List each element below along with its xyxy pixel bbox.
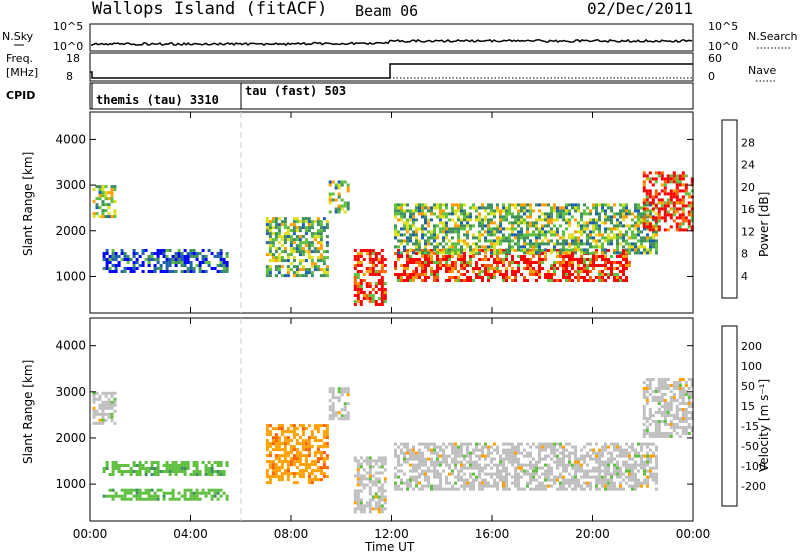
colorbar-frame — [721, 325, 738, 507]
power-frame — [89, 111, 694, 314]
velocity-y-axis-label: Slant Range [km] — [21, 360, 35, 464]
colorbar-tick-label: -15 — [741, 420, 759, 433]
x-tick-label: 12:00 — [374, 527, 409, 541]
nave-tick-bottom: 0 — [708, 70, 715, 83]
velocity-frame — [89, 317, 694, 522]
cpid-mode-2: tau (fast) 503 — [245, 84, 346, 98]
x-tick-label: 20:00 — [575, 527, 610, 541]
colorbar-tick-label: 4 — [741, 270, 748, 283]
noise-right-tick-top: 10^5 — [708, 20, 738, 33]
noise-right-tick-bottom: 10^0 — [708, 40, 738, 53]
x-tick-label: 16:00 — [475, 527, 510, 541]
freq-trace — [90, 63, 693, 79]
velocity-colorbar-label: Velocity [m s⁻¹] — [757, 379, 771, 472]
cpid-label: CPID — [6, 89, 35, 102]
velocity-colorbar: 200 100 50 15 -15 -50 -100 -200 — [721, 325, 766, 507]
x-tick-label: 00:00 — [73, 527, 108, 541]
freq-label: Freq. — [6, 52, 33, 65]
colorbar-tick-label: 100 — [741, 360, 762, 373]
colorbar-tick-label: 12 — [741, 225, 755, 238]
station-title: Wallops Island (fitACF) — [92, 0, 327, 19]
echo-region — [394, 442, 658, 491]
echo-region — [353, 249, 387, 306]
y-tick-label: 3000 — [55, 178, 86, 192]
time-axis-label: Time UT — [364, 540, 415, 554]
x-tick-label: 08:00 — [274, 527, 309, 541]
echo-region — [353, 456, 387, 514]
freq-tick-bottom: 8 — [66, 70, 73, 83]
nave-label: Nave — [748, 64, 776, 77]
colorbar-tick-label: -200 — [741, 480, 766, 493]
echo-region — [642, 378, 694, 438]
power-colorbar: 28 24 20 16 12 8 4 — [721, 119, 755, 299]
colorbar-tick-label: 50 — [741, 380, 755, 393]
echo-region — [102, 249, 229, 273]
echo-region — [102, 488, 229, 501]
power-echo-layer — [92, 171, 694, 306]
y-tick-label: 4000 — [55, 339, 86, 353]
y-tick-label: 2000 — [55, 224, 86, 238]
date-title: 02/Dec/2011 — [587, 0, 693, 18]
echo-region — [328, 387, 350, 421]
freq-tick-top: 18 — [66, 52, 80, 65]
colorbar-tick-label: 20 — [741, 181, 755, 194]
cpid-panel: CPID themis (tau) 3310 tau (fast) 503 — [6, 82, 694, 110]
colorbar-tick-label: 28 — [741, 136, 755, 149]
colorbar-tick-label: -50 — [741, 440, 759, 453]
y-tick-label: 1000 — [55, 269, 86, 283]
noise-trace — [91, 38, 693, 47]
frequency-panel: Freq. [MHz] 18 8 60 0 Nave — [6, 52, 776, 83]
noise-sky-label: N.Sky — [2, 30, 34, 43]
y-tick-label: 4000 — [55, 132, 86, 146]
echo-region — [394, 203, 658, 255]
echo-region — [328, 180, 350, 214]
freq-unit-label: [MHz] — [6, 66, 38, 79]
velocity-echo-layer — [92, 378, 694, 514]
power-colorbar-label: Power [dB] — [757, 192, 771, 257]
power-y-axis-label: Slant Range [km] — [21, 152, 35, 256]
noise-left-tick-bottom: 10^0 — [53, 40, 83, 53]
x-tick-label: 04:00 — [173, 527, 208, 541]
colorbar-tick-label: 24 — [741, 159, 755, 172]
power-y-axis: 1000 2000 3000 4000 — [55, 132, 693, 283]
colorbar-tick-label: 8 — [741, 248, 748, 261]
nave-tick-top: 60 — [708, 52, 722, 65]
echo-region — [265, 424, 329, 485]
colorbar-frame — [721, 119, 738, 299]
noise-left-tick-top: 10^5 — [53, 20, 83, 33]
echo-region — [92, 185, 117, 219]
velocity-y-axis: 1000 2000 3000 4000 — [55, 339, 693, 491]
noise-panel: N.Sky 10^5 10^0 10^5 10^0 N.Search — [2, 20, 798, 53]
echo-region — [642, 171, 694, 232]
echo-region — [265, 217, 329, 278]
x-tick-label: 00:00 — [676, 527, 711, 541]
time-x-axis: 00:00 04:00 08:00 12:00 16:00 20:00 00:00 — [73, 112, 711, 541]
colorbar-tick-label: -100 — [741, 460, 766, 473]
beam-title: Beam 06 — [355, 2, 418, 20]
colorbar-tick-label: 16 — [741, 203, 755, 216]
y-tick-label: 2000 — [55, 431, 86, 445]
y-tick-label: 1000 — [55, 477, 86, 491]
colorbar-tick-label: 200 — [741, 340, 762, 353]
colorbar-tick-label: 15 — [741, 400, 755, 413]
echo-region — [92, 391, 117, 425]
y-tick-label: 3000 — [55, 385, 86, 399]
echo-region — [102, 461, 229, 476]
power-panel: 1000 2000 3000 4000 Slant Range [km] 28 24 20… — [21, 111, 771, 314]
cpid-mode-1: themis (tau) 3310 — [96, 93, 219, 107]
noise-search-label: N.Search — [748, 30, 798, 43]
